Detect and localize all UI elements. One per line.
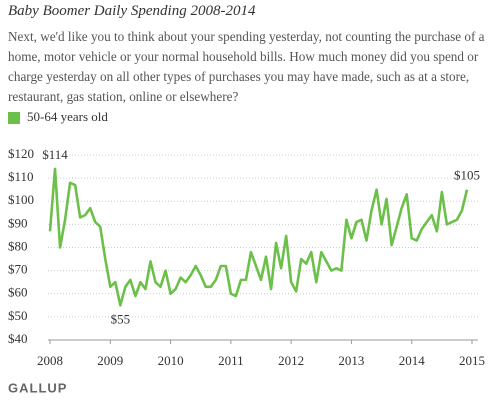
x-tick-label: 2012 xyxy=(278,353,304,368)
x-tick-label: 2009 xyxy=(97,353,123,368)
y-tick-label: $40 xyxy=(8,331,28,346)
chart-title: Baby Boomer Daily Spending 2008-2014 xyxy=(8,3,256,19)
x-tick-label: 2014 xyxy=(399,353,426,368)
legend-label: 50-64 years old xyxy=(27,109,108,124)
x-tick-label: 2011 xyxy=(218,353,244,368)
chart-subtitle: Next, we'd like you to think about your … xyxy=(8,29,485,104)
x-tick-label: 2015 xyxy=(459,353,485,368)
x-tick-label: 2013 xyxy=(338,353,364,368)
data-label: $105 xyxy=(454,168,480,183)
line-series xyxy=(48,167,469,307)
x-tick-label: 2008 xyxy=(37,353,63,368)
y-tick-label: $80 xyxy=(8,238,28,253)
data-label: $114 xyxy=(42,147,68,162)
y-tick-label: $50 xyxy=(8,308,28,323)
y-tick-label: $60 xyxy=(8,285,28,300)
y-tick-label: $120 xyxy=(8,146,34,161)
source-logo: GALLUP xyxy=(8,380,67,395)
y-tick-label: $100 xyxy=(8,192,34,207)
legend-swatch xyxy=(8,112,20,124)
y-tick-label: $70 xyxy=(8,262,28,277)
data-label: $55 xyxy=(111,311,131,326)
y-tick-label: $110 xyxy=(8,169,34,184)
x-tick-label: 2010 xyxy=(158,353,184,368)
y-tick-label: $90 xyxy=(8,215,28,230)
